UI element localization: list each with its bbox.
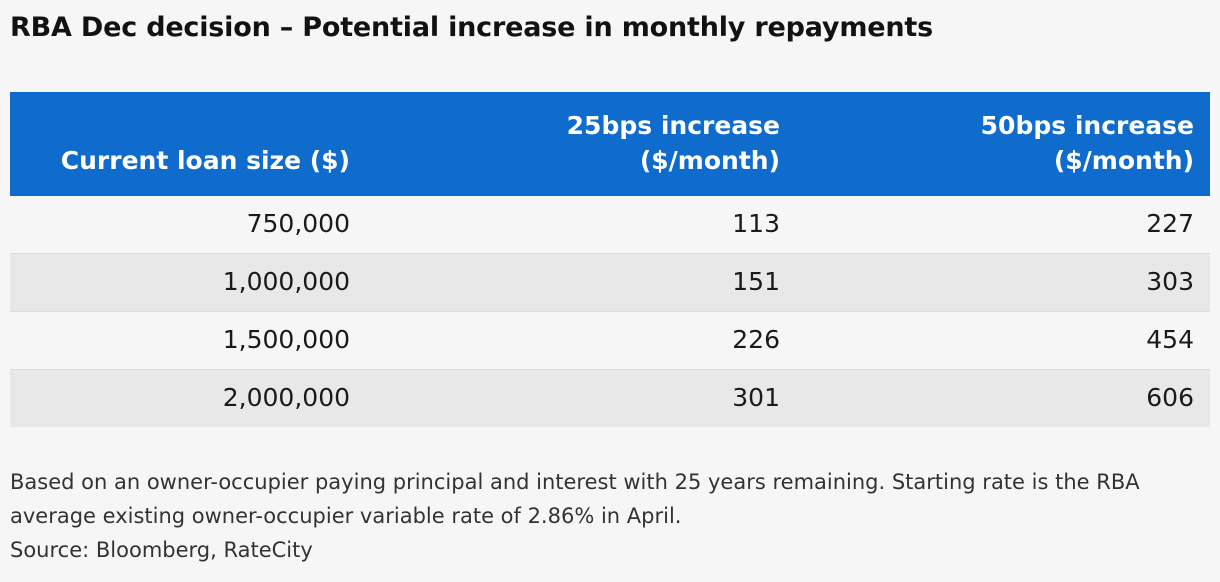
cell-loan-size: 1,000,000 xyxy=(222,267,350,296)
cell-loan-size: 1,500,000 xyxy=(222,325,350,354)
cell-25bps: 301 xyxy=(732,383,780,412)
cell-25bps: 226 xyxy=(732,325,780,354)
cell-50bps: 227 xyxy=(1146,209,1194,238)
column-header-line: 25bps increase xyxy=(566,111,780,140)
table-row: 750,000 113 227 xyxy=(10,196,1210,254)
column-header-line: ($/month) xyxy=(639,146,780,175)
column-header-line: ($/month) xyxy=(1053,146,1194,175)
table-row: 1,500,000 226 454 xyxy=(10,312,1210,370)
repayments-table: Current loan size ($) 25bps increase ($/… xyxy=(10,92,1210,427)
cell-25bps: 113 xyxy=(732,209,780,238)
source-credit: Source: Bloomberg, RateCity xyxy=(10,538,313,562)
column-header-50bps: 50bps increase ($/month) xyxy=(981,108,1194,178)
column-header-line: 50bps increase xyxy=(980,111,1194,140)
footnote: Based on an owner-occupier paying princi… xyxy=(10,470,1140,528)
table-header: Current loan size ($) 25bps increase ($/… xyxy=(10,92,1210,196)
table-row: 1,000,000 151 303 xyxy=(10,254,1210,312)
table-row: 2,000,000 301 606 xyxy=(10,370,1210,427)
cell-loan-size: 750,000 xyxy=(246,209,350,238)
cell-loan-size: 2,000,000 xyxy=(222,383,350,412)
chart-title: RBA Dec decision – Potential increase in… xyxy=(10,12,933,43)
cell-50bps: 454 xyxy=(1146,325,1194,354)
cell-50bps: 606 xyxy=(1146,383,1194,412)
cell-25bps: 151 xyxy=(732,267,780,296)
column-header-loan-size: Current loan size ($) xyxy=(61,143,350,178)
column-header-25bps: 25bps increase ($/month) xyxy=(567,108,780,178)
cell-50bps: 303 xyxy=(1146,267,1194,296)
column-header-line: Current loan size ($) xyxy=(60,146,350,175)
